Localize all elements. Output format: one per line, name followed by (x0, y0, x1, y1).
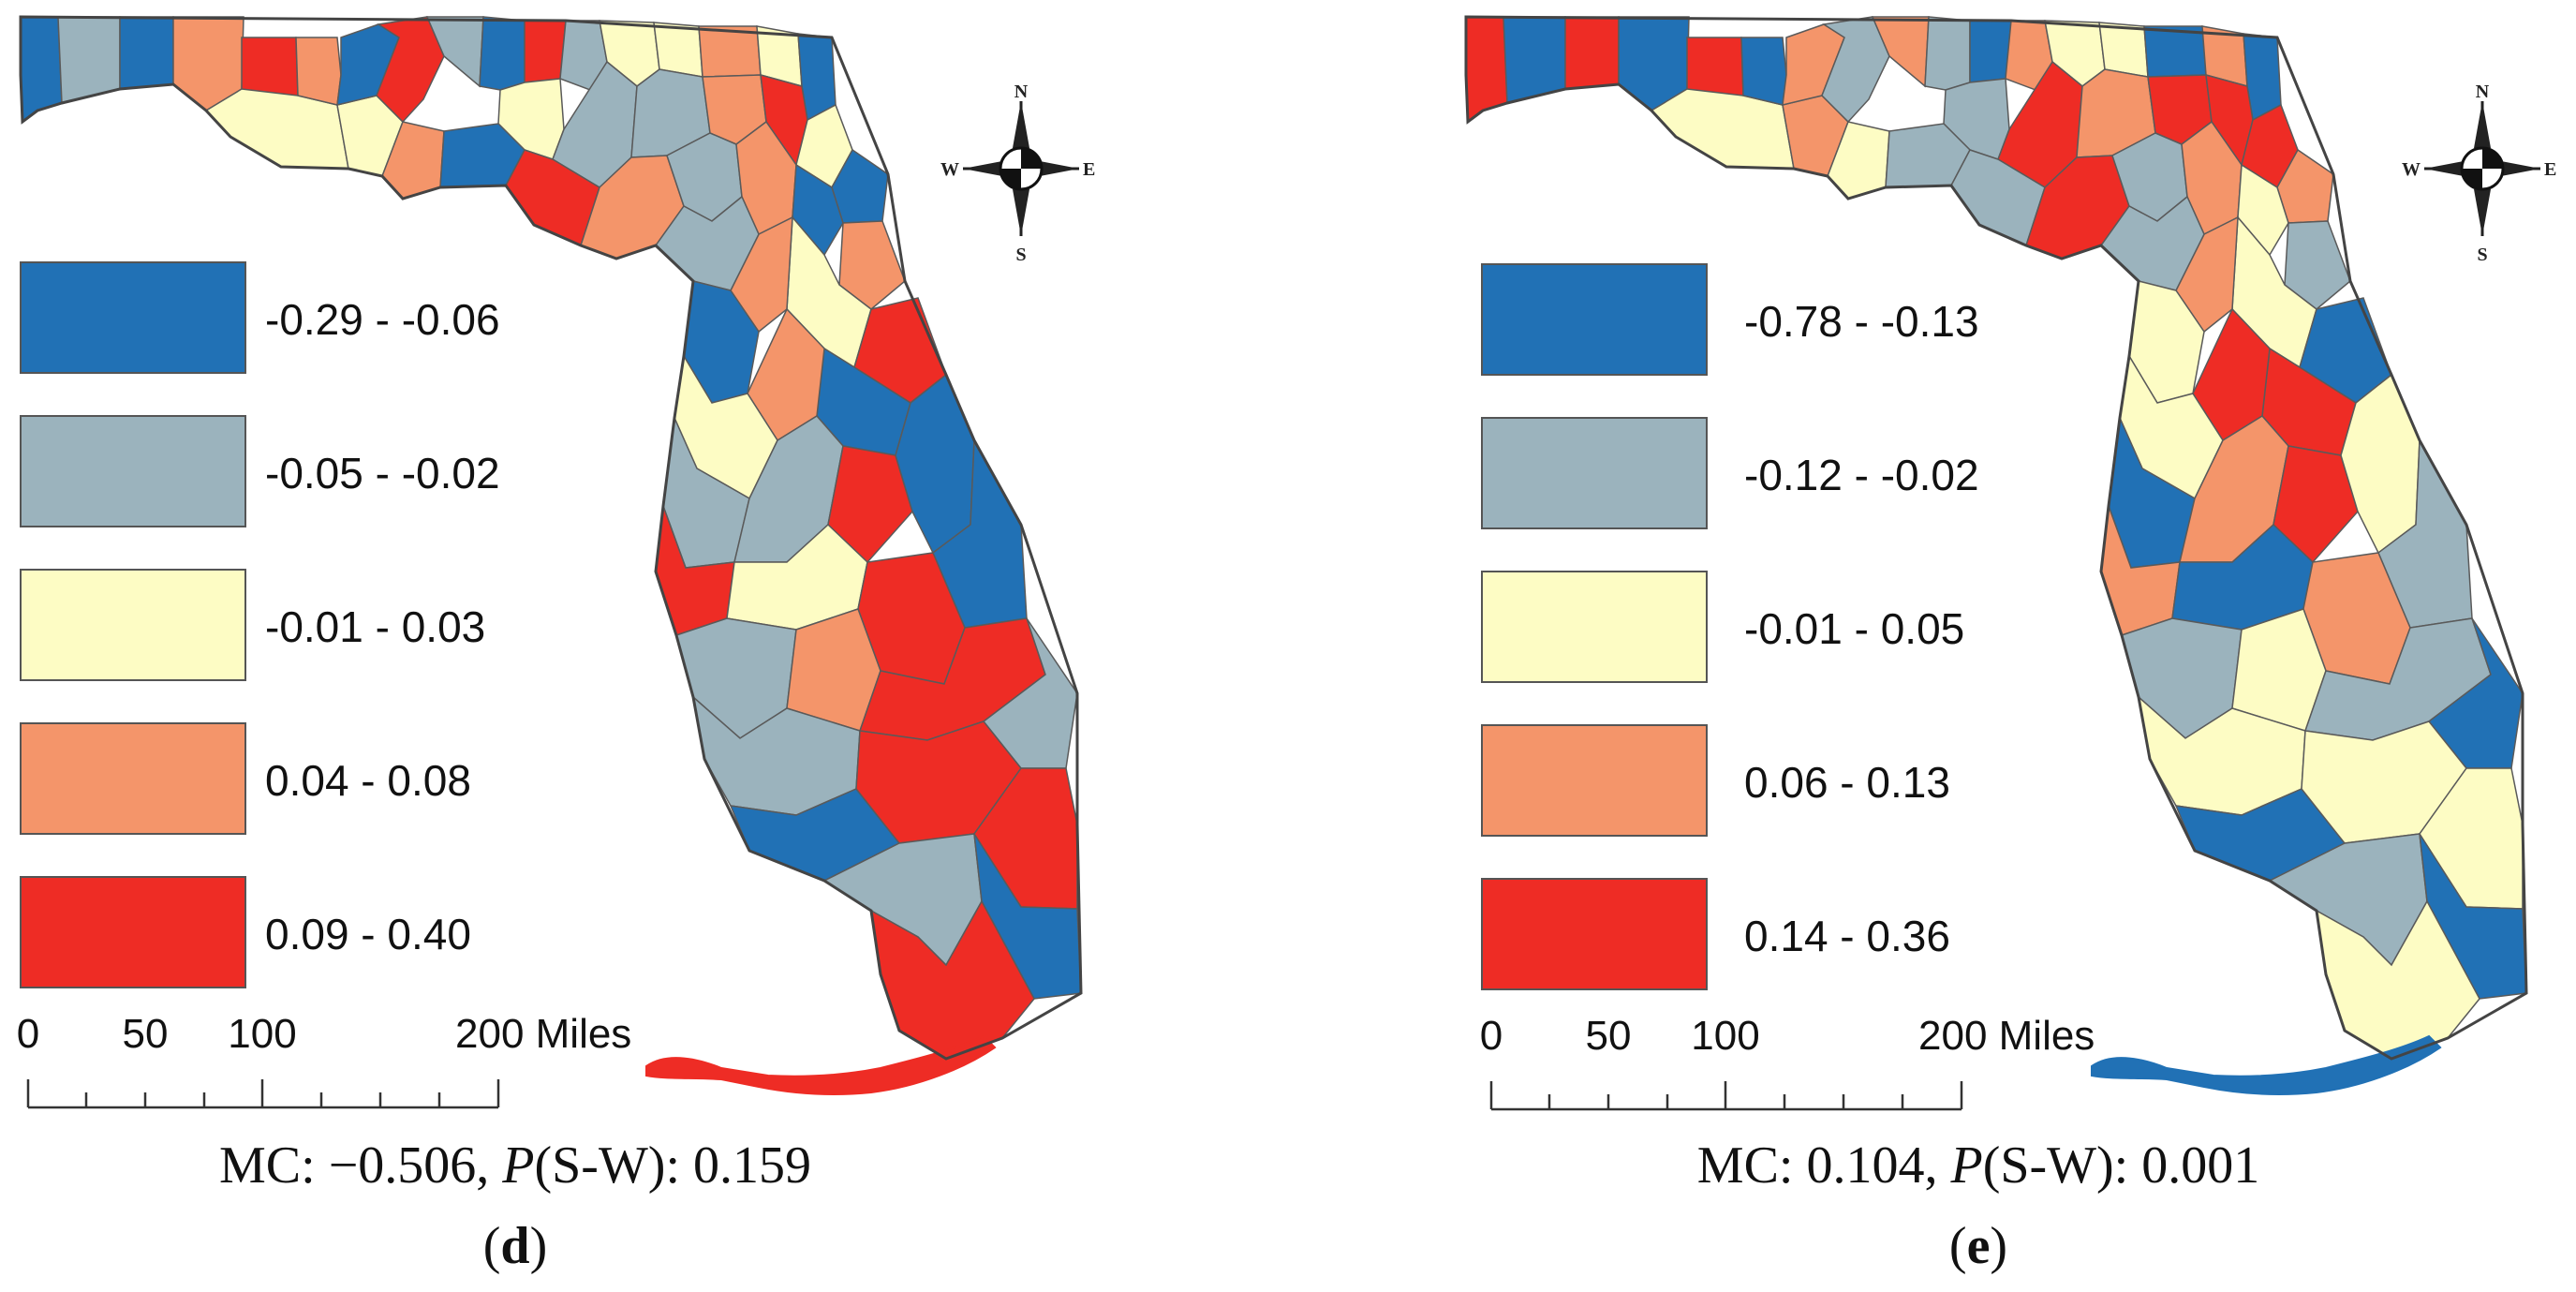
mc-value: 0.104 (1806, 1136, 1925, 1195)
mc-value: −0.506 (328, 1136, 477, 1195)
panel-label-d: (d) (482, 1217, 548, 1275)
county-3 (119, 16, 174, 90)
p-label: P (502, 1136, 535, 1195)
scale-label-200-miles: 200 Miles (455, 1011, 631, 1057)
keys-chain (645, 1034, 997, 1095)
county-13 (1969, 20, 2012, 83)
map-panel-e: N S W E -0.78 - -0.13 -0.12 - -0.02 -0.0… (1288, 0, 2576, 1292)
scale-label-100: 100 (1691, 1013, 1759, 1059)
legend-label-2: -0.05 - -0.02 (265, 449, 500, 497)
compass-rose: N S W E (2402, 82, 2556, 265)
county-7 (1740, 37, 1787, 106)
legend-swatch-1 (20, 261, 246, 374)
legend-swatch-3 (1481, 571, 1708, 683)
panel-letter: e (1966, 1217, 1991, 1275)
legend-swatch-2 (20, 415, 246, 527)
county-34 (838, 220, 906, 310)
compass-e: E (1083, 159, 1095, 180)
legend-label-4: 0.06 - 0.13 (1744, 758, 1950, 807)
county-3 (1564, 16, 1620, 90)
mc-label: MC: (218, 1136, 329, 1195)
panel-letter: d (500, 1217, 530, 1275)
florida-keys (2091, 1034, 2442, 1095)
legend-swatch-4 (20, 722, 246, 835)
scale-label-0: 0 (1480, 1013, 1503, 1059)
mc-label: MC: (1696, 1136, 1807, 1195)
compass-n: N (2476, 82, 2490, 102)
legend-label-4: 0.04 - 0.08 (265, 756, 471, 805)
scale-label-50: 50 (1586, 1013, 1632, 1059)
legend-swatch-5 (1481, 878, 1708, 990)
compass-e: E (2544, 159, 2556, 180)
map-panel-d: N S W E -0.29 - -0.06 -0.05 - -0.02 -0.0… (17, 15, 1095, 1275)
sw-value: 0.159 (693, 1136, 812, 1195)
county-13 (524, 20, 567, 83)
legend-label-1: -0.78 - -0.13 (1744, 297, 1979, 346)
legend-swatch-4 (1481, 724, 1708, 837)
keys-chain (2091, 1034, 2442, 1095)
moran-stat-e: MC: 0.104, P(S-W): 0.001 (1696, 1136, 2260, 1195)
compass-s: S (1015, 245, 1026, 265)
compass-n: N (1014, 82, 1029, 102)
legend: -0.78 - -0.13 -0.12 - -0.02 -0.01 - 0.05… (1481, 263, 1979, 990)
sw-label: (S-W): (534, 1136, 694, 1195)
scale-bar: 0 50 100 200 Miles (17, 1011, 631, 1109)
choropleth-map-e: N S W E -0.78 - -0.13 -0.12 - -0.02 -0.0… (1464, 15, 2556, 1111)
moran-stat-d: MC: −0.506, P(S-W): 0.159 (218, 1136, 812, 1195)
legend-label-3: -0.01 - 0.03 (265, 602, 485, 651)
county-20 (2143, 25, 2207, 78)
legend-swatch-5 (20, 876, 246, 988)
compass-rose: N S W E (940, 82, 1095, 265)
choropleth-map-d: N S W E -0.29 - -0.06 -0.05 - -0.02 -0.0… (17, 15, 1095, 1109)
legend-label-1: -0.29 - -0.06 (265, 295, 500, 344)
florida-keys (645, 1034, 997, 1095)
county-layer (1465, 16, 2527, 1060)
legend-label-5: 0.09 - 0.40 (265, 910, 471, 958)
legend-swatch-3 (20, 569, 246, 681)
county-33 (2237, 163, 2289, 257)
legend-label-3: -0.01 - 0.05 (1744, 604, 1964, 653)
county-34 (2284, 220, 2351, 310)
legend-label-5: 0.14 - 0.36 (1744, 912, 1950, 960)
compass-w: W (2402, 159, 2421, 180)
scale-bar: 0 50 100 200 Miles (1480, 1013, 2095, 1111)
scale-label-0: 0 (17, 1011, 39, 1057)
legend-swatch-2 (1481, 417, 1708, 529)
county-12 (479, 16, 526, 91)
county-19 (653, 22, 703, 78)
compass-s: S (2477, 245, 2487, 265)
county-19 (2098, 22, 2149, 78)
legend-label-2: -0.12 - -0.02 (1744, 451, 1979, 499)
scale-label-50: 50 (123, 1011, 169, 1057)
legend-swatch-1 (1481, 263, 1708, 376)
scale-label-100: 100 (228, 1011, 296, 1057)
legend: -0.29 - -0.06 -0.05 - -0.02 -0.01 - 0.03… (20, 261, 500, 988)
county-12 (1924, 16, 1971, 91)
p-label: P (1950, 1136, 1983, 1195)
panel-label-e: (e) (1948, 1217, 2008, 1275)
county-20 (698, 25, 762, 78)
sw-label: (S-W): (1982, 1136, 2142, 1195)
sw-value: 0.001 (2141, 1136, 2260, 1195)
county-7 (295, 37, 342, 106)
scale-label-200-miles: 200 Miles (1918, 1013, 2095, 1059)
county-33 (792, 163, 844, 257)
compass-w: W (940, 159, 959, 180)
